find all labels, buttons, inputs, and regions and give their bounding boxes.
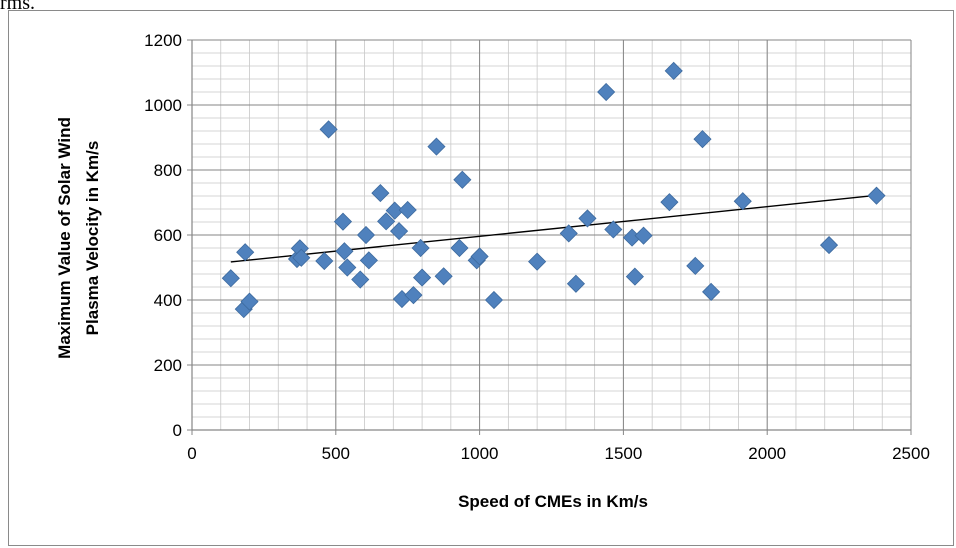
data-point	[413, 268, 432, 287]
y-tick-label: 0	[173, 421, 182, 440]
data-point	[359, 251, 378, 270]
data-point	[398, 200, 417, 220]
data-point	[385, 201, 404, 220]
trendline	[230, 194, 877, 263]
data-point	[333, 212, 353, 231]
major-gridlines	[191, 39, 912, 431]
data-point	[404, 286, 423, 305]
axes	[187, 39, 912, 435]
y-tick-label: 800	[154, 161, 182, 180]
data-point	[377, 212, 396, 231]
x-tick-label: 1000	[461, 444, 499, 463]
data-point	[453, 170, 472, 189]
x-tick-label: 500	[322, 444, 350, 463]
data-point	[292, 248, 311, 267]
data-point	[559, 224, 578, 243]
data-point	[484, 290, 504, 310]
data-point	[566, 274, 586, 293]
data-point	[819, 236, 839, 255]
data-point	[597, 82, 616, 102]
y-tick-label: 1000	[144, 96, 182, 115]
data-point	[221, 269, 240, 288]
data-point	[351, 270, 370, 289]
data-point	[319, 120, 338, 139]
data-point	[702, 282, 721, 301]
data-points	[221, 61, 886, 319]
data-point	[315, 251, 334, 271]
trendline-group	[230, 194, 877, 263]
data-point	[604, 220, 623, 239]
data-point	[434, 267, 453, 286]
data-point	[390, 222, 409, 241]
data-point	[664, 61, 683, 80]
data-point	[528, 252, 547, 271]
data-point	[411, 238, 430, 258]
data-point	[625, 267, 644, 286]
x-tick-label: 2000	[748, 444, 786, 463]
x-tick-label: 2500	[892, 444, 930, 463]
data-point	[693, 130, 712, 149]
x-axis-title: Speed of CMEs in Km/s	[458, 492, 648, 511]
y-axis-title-line-2: Plasma Velocity in Km/s	[83, 141, 102, 336]
x-tick-label: 0	[187, 444, 196, 463]
data-point	[371, 184, 390, 203]
data-point	[356, 225, 376, 245]
x-tick-labels: 0 500 1000 1500 2000 2500	[187, 444, 930, 463]
y-tick-label: 200	[154, 356, 182, 375]
data-point	[578, 209, 597, 228]
y-axis-title-line-1: Maximum Value of Solar Wind	[55, 117, 74, 359]
data-point	[427, 137, 446, 156]
y-tick-label: 1200	[144, 31, 182, 50]
y-tick-label: 400	[154, 291, 182, 310]
data-point	[686, 256, 705, 275]
y-tick-label: 600	[154, 226, 182, 245]
data-point	[338, 258, 357, 277]
y-axis-title: Maximum Value of Solar Wind Plasma Veloc…	[55, 117, 102, 359]
data-point	[660, 193, 679, 212]
data-point	[634, 226, 653, 245]
data-point	[733, 192, 752, 211]
data-point	[450, 238, 469, 258]
data-point	[867, 186, 886, 205]
data-point	[240, 292, 259, 311]
data-point	[470, 247, 489, 266]
y-tick-labels: 0 200 400 600 800 1000 1200	[144, 31, 182, 440]
data-point	[335, 242, 354, 261]
x-tick-label: 1500	[604, 444, 642, 463]
data-point	[236, 243, 255, 262]
